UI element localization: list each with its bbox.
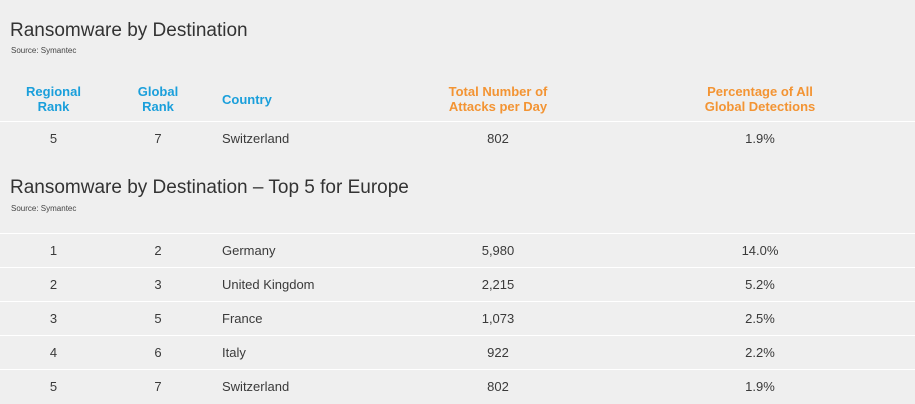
header-total-attacks-line1: Total Number of: [448, 84, 548, 99]
cell-country: France: [222, 311, 263, 326]
header-country: Country: [222, 92, 272, 107]
header-global-rank: Global Rank: [107, 84, 209, 114]
table-row: 3 5 France 1,073 2.5%: [0, 301, 915, 336]
table-row: 5 7 Switzerland 802 1.9%: [0, 369, 915, 404]
cell-country: United Kingdom: [222, 277, 315, 292]
table-row: 5 7 Switzerland 802 1.9%: [0, 121, 915, 156]
cell-global-rank: 7: [154, 379, 162, 394]
cell-total-attacks: 1,073: [481, 311, 515, 326]
header-regional-rank-line2: Rank: [37, 99, 70, 114]
header-percentage-line2: Global Detections: [704, 99, 816, 114]
cell-total-attacks: 922: [487, 345, 509, 360]
cell-total-attacks: 5,980: [481, 243, 515, 258]
cell-global-rank: 7: [154, 131, 162, 146]
cell-global-rank: 6: [154, 345, 162, 360]
header-total-attacks-line2: Attacks per Day: [448, 99, 548, 114]
cell-country: Italy: [222, 345, 246, 360]
cell-total-attacks: 802: [487, 379, 509, 394]
header-percentage: Percentage of All Global Detections: [660, 84, 860, 114]
cell-regional-rank: 1: [49, 243, 58, 258]
cell-global-rank: 3: [154, 277, 162, 292]
header-percentage-line1: Percentage of All: [707, 84, 813, 99]
cell-regional-rank: 5: [49, 379, 58, 394]
cell-percentage: 2.2%: [745, 345, 775, 360]
cell-percentage: 2.5%: [745, 311, 775, 326]
cell-global-rank: 2: [154, 243, 162, 258]
cell-percentage: 1.9%: [745, 379, 775, 394]
table-row: 2 3 United Kingdom 2,215 5.2%: [0, 267, 915, 302]
cell-percentage: 1.9%: [745, 131, 775, 146]
table-row: 4 6 Italy 922 2.2%: [0, 335, 915, 370]
cell-regional-rank: 3: [49, 311, 58, 326]
cell-regional-rank: 5: [49, 131, 58, 146]
cell-country: Switzerland: [222, 131, 290, 146]
source-note: Source: Symantec: [11, 46, 77, 55]
cell-country: Switzerland: [222, 379, 290, 394]
header-global-rank-line2: Rank: [142, 99, 174, 114]
cell-percentage: 14.0%: [741, 243, 779, 258]
header-global-rank-line1: Global: [137, 84, 179, 99]
header-regional-rank-line1: Regional: [26, 84, 81, 99]
table-row: 1 2 Germany 5,980 14.0%: [0, 233, 915, 268]
cell-global-rank: 5: [154, 311, 162, 326]
cell-regional-rank: 2: [49, 277, 58, 292]
section-title: Ransomware by Destination – Top 5 for Eu…: [10, 177, 409, 198]
cell-total-attacks: 2,215: [481, 277, 515, 292]
cell-percentage: 5.2%: [745, 277, 775, 292]
header-regional-rank: Regional Rank: [0, 84, 107, 114]
source-note: Source: Symantec: [11, 204, 77, 213]
cell-total-attacks: 802: [487, 131, 509, 146]
header-total-attacks: Total Number of Attacks per Day: [396, 84, 600, 114]
cell-country: Germany: [222, 243, 276, 258]
section-title: Ransomware by Destination: [10, 20, 248, 41]
cell-regional-rank: 4: [49, 345, 58, 360]
table-header: Regional Rank Global Rank Country Total …: [0, 84, 915, 118]
